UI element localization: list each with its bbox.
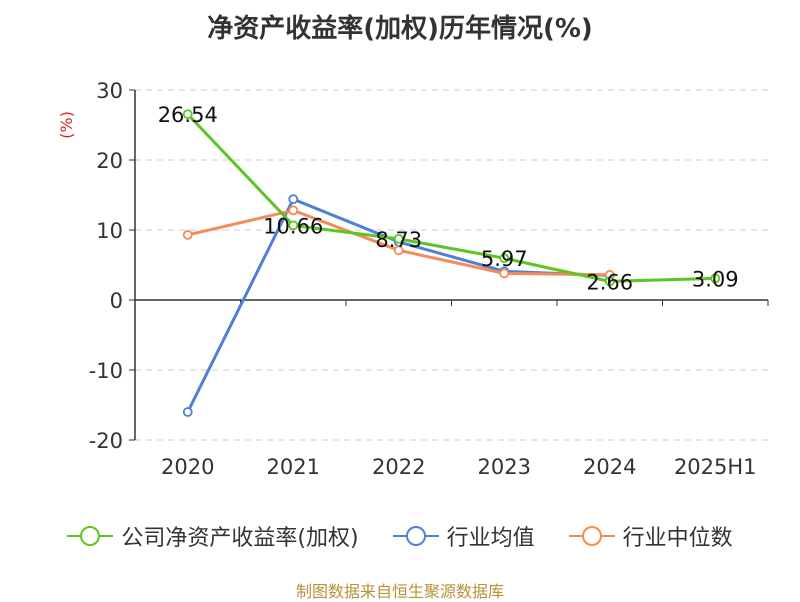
source-note: 制图数据来自恒生聚源数据库: [295, 582, 504, 601]
data-point: [182, 407, 193, 417]
data-label: 26.54: [158, 103, 218, 127]
legend: 公司净资产收益率(加权) 行业均值 行业中位数: [0, 520, 800, 552]
x-tick-label: 2025H1: [674, 455, 757, 479]
x-tick-label: 2023: [478, 455, 531, 479]
data-label: 2.66: [586, 270, 633, 294]
legend-item[interactable]: 行业中位数: [568, 520, 733, 552]
data-point: [288, 205, 299, 216]
series-line: [186, 113, 716, 283]
grid-lines: [135, 89, 768, 441]
data-label: 10.66: [263, 214, 323, 238]
y-tick-label: 30: [96, 79, 123, 103]
data-point: [499, 268, 510, 279]
legend-label: 行业均值: [446, 526, 535, 551]
data-point: [710, 273, 721, 284]
data-point: [393, 245, 404, 256]
y-axis-label: (%): [57, 111, 76, 139]
legend-marker-icon: [392, 526, 439, 546]
y-tick-label: -20: [89, 429, 123, 453]
y-tick-label: 10: [96, 219, 123, 243]
legend-label: 行业中位数: [622, 526, 733, 551]
data-label: 3.09: [692, 267, 739, 291]
legend-item[interactable]: 公司净资产收益率(加权): [67, 520, 359, 552]
legend-marker-icon: [67, 526, 114, 546]
data-labels: 26.54 10.66 8.73 5.97 2.66 3.09: [158, 103, 739, 294]
data-point: [182, 109, 193, 120]
data-point: [288, 220, 299, 231]
data-point: [604, 276, 615, 287]
x-tick-label: 2022: [372, 455, 425, 479]
data-point: [393, 233, 404, 244]
data-point: [499, 253, 510, 264]
data-point: [288, 194, 299, 205]
y-tick-label: 20: [96, 149, 123, 173]
legend-label: 公司净资产收益率(加权): [121, 526, 359, 551]
y-tick-label: -10: [89, 359, 123, 383]
data-label: 8.73: [375, 228, 422, 252]
y-tick-label: 0: [110, 289, 123, 313]
chart-title: 净资产收益率(加权)历年情况(%): [207, 14, 593, 44]
legend-item[interactable]: 行业均值: [392, 520, 535, 552]
series-group: [182, 109, 721, 417]
legend-marker-icon: [568, 526, 615, 546]
x-tick-label: 2021: [267, 455, 320, 479]
data-label: 5.97: [481, 247, 528, 271]
axes: 30 20 10 0 -10 -20 2020 2021 2022 2023 2024 2025H1: [89, 79, 769, 479]
x-tick-label: 2024: [583, 455, 636, 479]
data-point: [182, 229, 193, 240]
x-tick-label: 2020: [161, 455, 214, 479]
